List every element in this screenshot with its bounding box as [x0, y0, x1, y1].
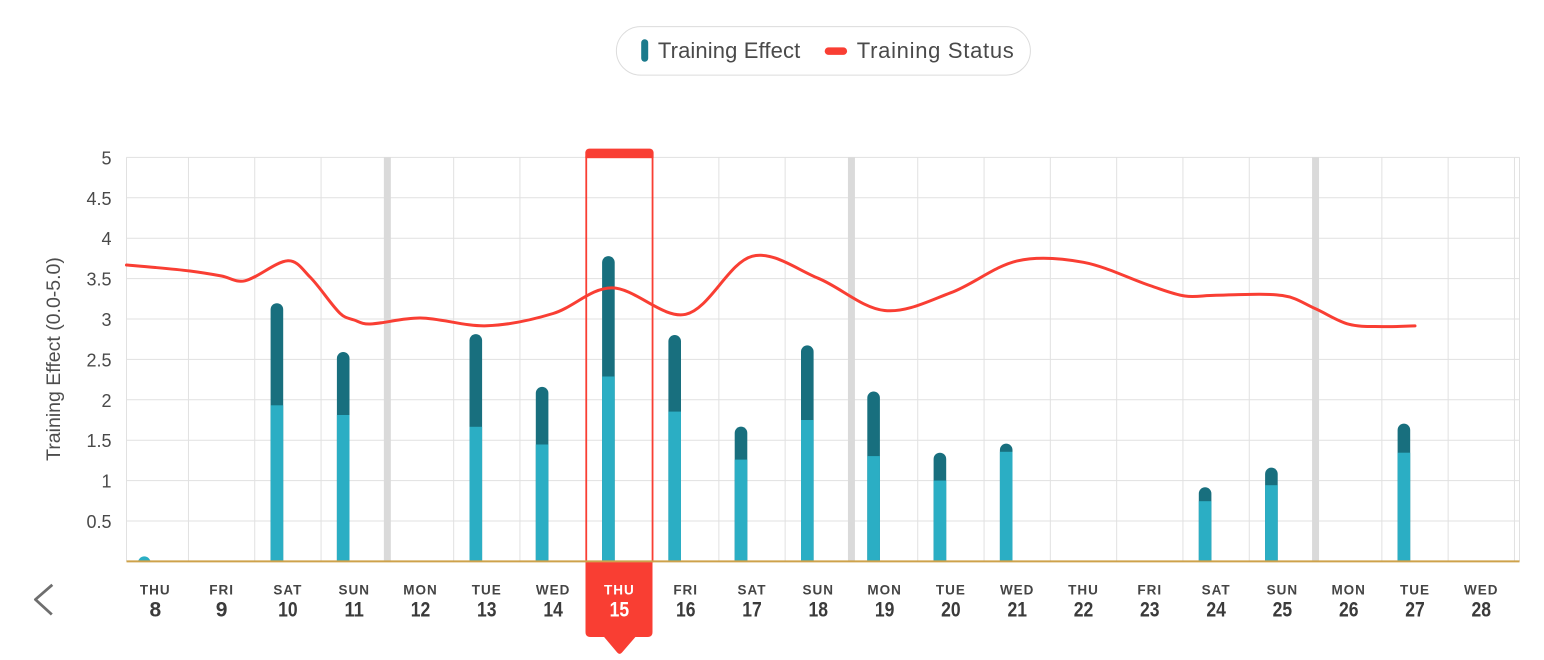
- svg-text:MON: MON: [403, 582, 438, 597]
- svg-text:2: 2: [101, 391, 111, 411]
- svg-text:TUE: TUE: [472, 582, 502, 597]
- svg-text:Training Effect (0.0-5.0): Training Effect (0.0-5.0): [43, 257, 65, 461]
- svg-text:5: 5: [101, 148, 111, 168]
- svg-text:21: 21: [1007, 599, 1027, 622]
- svg-text:Training Effect: Training Effect: [658, 38, 800, 63]
- svg-text:Training Status: Training Status: [857, 38, 1014, 63]
- svg-text:SUN: SUN: [338, 582, 370, 597]
- svg-text:WED: WED: [1000, 582, 1035, 597]
- svg-text:0.5: 0.5: [86, 512, 111, 532]
- svg-text:3.5: 3.5: [86, 270, 111, 290]
- svg-text:27: 27: [1405, 599, 1425, 622]
- svg-text:18: 18: [809, 599, 829, 622]
- svg-text:24: 24: [1206, 599, 1226, 622]
- svg-text:THU: THU: [604, 582, 635, 597]
- svg-text:1: 1: [101, 472, 111, 492]
- svg-text:SAT: SAT: [738, 582, 767, 597]
- svg-text:11: 11: [344, 599, 364, 622]
- svg-text:25: 25: [1273, 599, 1293, 622]
- svg-text:FRI: FRI: [209, 582, 234, 597]
- svg-text:2.5: 2.5: [86, 350, 111, 370]
- svg-text:TUE: TUE: [1400, 582, 1430, 597]
- svg-text:13: 13: [477, 599, 497, 622]
- svg-text:16: 16: [676, 599, 696, 622]
- svg-text:20: 20: [941, 599, 961, 622]
- svg-text:23: 23: [1140, 599, 1160, 622]
- svg-text:4: 4: [101, 229, 111, 249]
- svg-text:4.5: 4.5: [86, 189, 111, 209]
- svg-text:17: 17: [742, 599, 762, 622]
- svg-text:SAT: SAT: [1202, 582, 1231, 597]
- svg-text:SUN: SUN: [1267, 582, 1299, 597]
- svg-text:12: 12: [411, 599, 431, 622]
- svg-text:MON: MON: [1331, 582, 1366, 597]
- svg-text:26: 26: [1339, 599, 1359, 622]
- svg-text:WED: WED: [536, 582, 571, 597]
- svg-text:9: 9: [216, 599, 228, 622]
- svg-text:WED: WED: [1464, 582, 1499, 597]
- svg-text:3: 3: [101, 310, 111, 330]
- svg-text:THU: THU: [1068, 582, 1099, 597]
- svg-text:19: 19: [875, 599, 895, 622]
- svg-text:8: 8: [149, 599, 161, 622]
- svg-text:28: 28: [1472, 599, 1492, 622]
- svg-text:SUN: SUN: [803, 582, 835, 597]
- svg-text:SAT: SAT: [273, 582, 302, 597]
- svg-text:FRI: FRI: [673, 582, 698, 597]
- svg-text:THU: THU: [140, 582, 171, 597]
- svg-text:10: 10: [278, 599, 298, 622]
- svg-text:14: 14: [543, 599, 563, 622]
- svg-text:1.5: 1.5: [86, 431, 111, 451]
- svg-text:15: 15: [610, 599, 630, 622]
- svg-text:FRI: FRI: [1137, 582, 1162, 597]
- svg-text:TUE: TUE: [936, 582, 966, 597]
- svg-text:MON: MON: [867, 582, 902, 597]
- svg-text:22: 22: [1074, 599, 1094, 622]
